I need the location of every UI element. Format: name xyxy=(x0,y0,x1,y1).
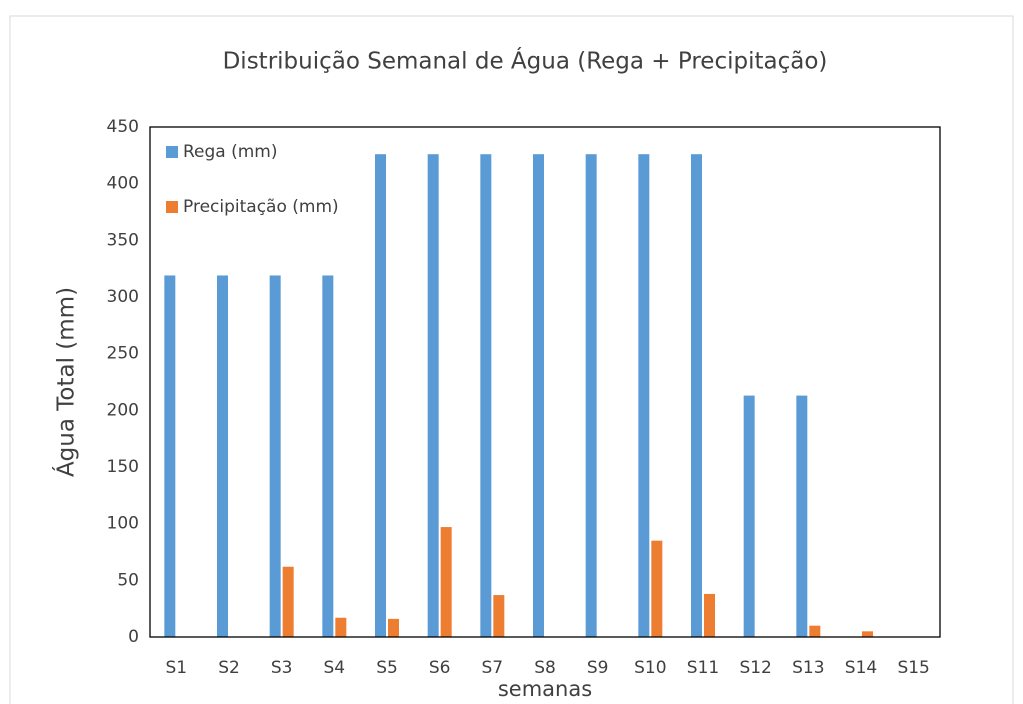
bar xyxy=(796,395,808,637)
y-tick-label: 300 xyxy=(107,287,139,307)
bar xyxy=(427,154,439,637)
bar xyxy=(704,593,715,637)
x-tick-label: S3 xyxy=(271,658,293,678)
legend-label: Rega (mm) xyxy=(183,142,278,162)
x-tick-label: S10 xyxy=(634,658,666,678)
y-tick-label: 0 xyxy=(128,627,139,647)
y-axis-label: Água Total (mm) xyxy=(52,287,80,477)
plot-area xyxy=(149,126,941,638)
chart-title: Distribuição Semanal de Água (Rega + Pre… xyxy=(223,47,828,75)
legend-label: Precipitação (mm) xyxy=(183,197,339,217)
bar xyxy=(282,566,294,637)
x-tick-label: S11 xyxy=(687,658,719,678)
x-tick-label: S14 xyxy=(845,658,877,678)
x-tick-label: S9 xyxy=(587,658,609,678)
y-tick-label: 350 xyxy=(107,230,139,250)
y-tick-label: 100 xyxy=(107,514,139,534)
bar xyxy=(533,154,544,637)
bar xyxy=(335,617,347,637)
bar xyxy=(164,275,176,637)
x-tick-label: S1 xyxy=(166,658,188,678)
x-tick-label: S7 xyxy=(482,658,504,678)
bar xyxy=(743,395,755,637)
x-tick-label: S6 xyxy=(429,658,451,678)
bar xyxy=(269,275,281,637)
x-tick-label: S13 xyxy=(792,658,824,678)
x-tick-label: S8 xyxy=(534,658,556,678)
y-tick-label: 400 xyxy=(107,174,139,194)
bar xyxy=(809,625,821,637)
bar xyxy=(585,154,597,637)
y-tick-label: 50 xyxy=(117,570,139,590)
bar xyxy=(217,275,228,637)
y-tick-label: 450 xyxy=(107,117,139,137)
bar xyxy=(862,631,873,637)
bar xyxy=(440,527,452,637)
y-tick-label: 200 xyxy=(107,400,139,420)
x-tick-label: S5 xyxy=(376,658,398,678)
legend-swatch xyxy=(166,201,178,213)
bar xyxy=(480,154,492,637)
x-tick-label: S12 xyxy=(739,658,771,678)
bar xyxy=(691,154,702,637)
bar xyxy=(651,540,663,637)
x-tick-label: S2 xyxy=(218,658,240,678)
bar xyxy=(493,595,505,637)
bar xyxy=(638,154,650,637)
x-axis-label: semanas xyxy=(498,677,592,701)
bar xyxy=(375,154,386,637)
y-tick-label: 150 xyxy=(107,457,139,477)
x-tick-label: S4 xyxy=(324,658,346,678)
y-tick-label: 250 xyxy=(107,344,139,364)
bar xyxy=(322,275,334,637)
bar xyxy=(388,618,399,637)
x-tick-label: S15 xyxy=(897,658,929,678)
chart-frame xyxy=(9,15,1014,704)
legend-swatch xyxy=(166,146,178,158)
